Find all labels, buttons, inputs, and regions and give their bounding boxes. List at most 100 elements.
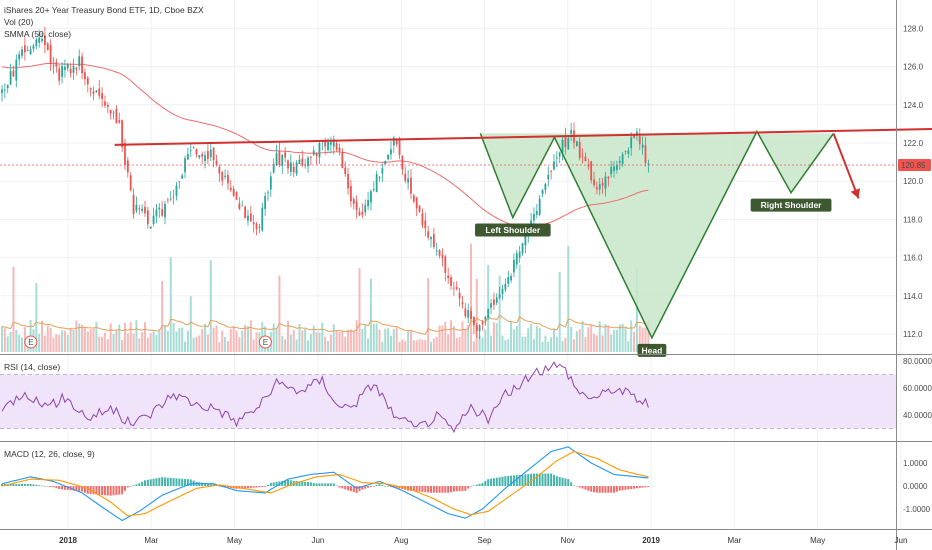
candle-body: [610, 166, 613, 175]
volume-bar: [281, 336, 284, 352]
candle-body: [138, 208, 141, 210]
rsi-pane[interactable]: RSI (14, close): [0, 361, 896, 434]
macd-histogram-bar: [610, 486, 613, 493]
candle-body: [564, 135, 567, 148]
volume-bar: [252, 339, 255, 352]
candle-body: [212, 147, 215, 161]
macd-histogram-bar: [552, 474, 555, 486]
callout-box: [750, 198, 832, 212]
volume-bar: [490, 335, 493, 352]
event-marker[interactable]: [258, 335, 272, 349]
event-marker-label: E: [28, 338, 33, 347]
candle-body: [390, 149, 392, 155]
candle-body: [275, 153, 278, 165]
macd-pane[interactable]: MACD (12, 26, close, 9): [1, 446, 650, 522]
macd-histogram-bar: [12, 483, 15, 486]
volume-bar: [532, 339, 535, 352]
macd-histogram-bar: [146, 479, 149, 486]
price-axis[interactable]: 112.0 114.0 116.0 118.0 120.0 122.0 124.0 126.0…: [898, 24, 932, 514]
candle-body: [78, 56, 81, 67]
candle-body: [407, 178, 410, 183]
volume-bar: [324, 336, 327, 352]
volume-bar: [638, 325, 641, 352]
candle-body: [44, 35, 46, 46]
volume-bar: [427, 278, 430, 352]
macd-histogram-bar: [584, 486, 587, 490]
last-price-label: 120.85: [901, 161, 926, 170]
macd-histogram-bar: [327, 483, 330, 486]
candle-body: [613, 166, 615, 172]
volume-bar: [558, 271, 561, 352]
volume-bar: [106, 339, 109, 352]
candle-body: [595, 187, 598, 190]
time-axis[interactable]: 2018MarMayJunAugSepNov2019MarMayJunAug: [59, 536, 932, 545]
macd-histogram-bar: [349, 486, 352, 492]
event-marker[interactable]: [24, 335, 38, 349]
candle-body: [341, 152, 344, 168]
volume-bar: [186, 330, 189, 352]
price-axis-tick: 114.0: [903, 292, 923, 301]
macd-histogram-bar: [644, 486, 647, 488]
volume-bar: [481, 337, 484, 352]
macd-histogram-bar: [487, 479, 490, 486]
callout-label: Right Shoulder: [761, 200, 823, 210]
macd-histogram-bar: [158, 477, 161, 486]
macd-histogram-bar: [467, 486, 470, 489]
candle-body: [335, 143, 338, 150]
macd-histogram-bar: [621, 486, 624, 491]
volume-bar: [129, 321, 132, 352]
volume-bar: [75, 320, 78, 352]
candle-body: [287, 160, 289, 169]
volume-bar: [381, 341, 384, 352]
macd-histogram-bar: [135, 484, 138, 486]
time-axis-label: May: [810, 536, 825, 545]
volume-bar: [587, 327, 590, 352]
candle-body: [604, 176, 607, 189]
volume-bar: [206, 334, 209, 352]
candle-body: [255, 223, 258, 230]
volume-bar: [564, 337, 567, 352]
macd-histogram: [1, 473, 650, 496]
volume-bar: [58, 334, 61, 352]
callout-box: [475, 223, 551, 237]
macd-histogram-bar: [490, 478, 493, 486]
candle-body: [555, 157, 558, 159]
candle-body: [104, 101, 106, 106]
macd-histogram-bar: [138, 483, 141, 486]
candle-body: [161, 209, 164, 216]
volume-bar: [635, 268, 638, 352]
macd-histogram-bar: [83, 486, 86, 493]
candle-body: [264, 196, 267, 210]
macd-histogram-bar: [61, 486, 64, 490]
macd-histogram-bar: [564, 478, 567, 486]
volume-bar: [221, 330, 224, 352]
price-axis-tick: 122.0: [903, 139, 924, 148]
macd-histogram-bar: [372, 486, 375, 487]
macd-histogram-bar: [18, 483, 21, 486]
candle-body: [201, 154, 204, 157]
candle-body: [618, 160, 621, 163]
macd-histogram-bar: [126, 486, 129, 488]
macd-histogram-bar: [186, 479, 189, 486]
candle-body: [587, 164, 590, 167]
volume-bar: [149, 333, 152, 352]
candle-body: [12, 70, 15, 77]
macd-histogram-bar: [152, 478, 155, 486]
volume-bar: [447, 334, 450, 352]
volume-bar: [321, 322, 324, 352]
volume-bar: [392, 329, 395, 352]
macd-histogram-bar: [409, 486, 412, 491]
candle-body: [338, 147, 341, 152]
candle-body: [601, 182, 604, 186]
macd-histogram-bar: [338, 486, 341, 488]
candle-body: [415, 197, 418, 209]
event-marker-label: E: [263, 338, 268, 347]
candle-body: [375, 174, 378, 193]
macd-histogram-bar: [206, 483, 209, 486]
macd-histogram-bar: [347, 486, 350, 491]
volume-bar: [395, 327, 398, 352]
rsi-axis-tick: 80.0000: [903, 357, 932, 366]
